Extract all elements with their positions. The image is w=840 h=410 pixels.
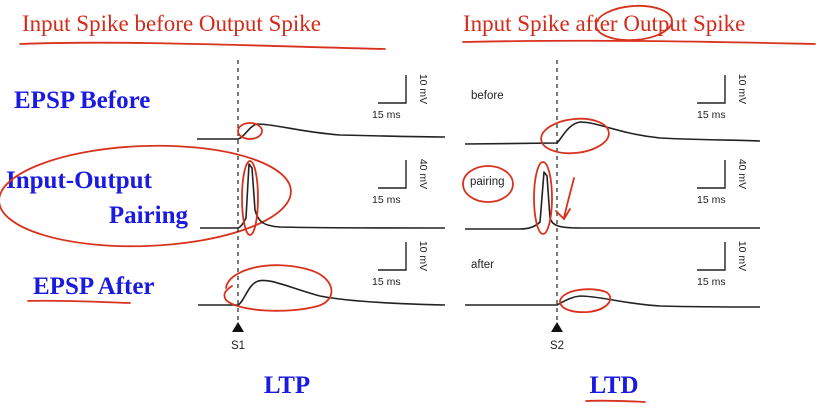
scale-time-label: 15 ms (697, 194, 726, 206)
ltd-label: LTD (589, 372, 638, 399)
ltp-label: LTP (264, 372, 310, 399)
s2-triangle-icon (551, 322, 563, 332)
left-title: Input Spike before Output Spike (22, 11, 321, 36)
left-epsp-after-trace (198, 280, 445, 305)
right-epsp-before-circle (539, 116, 610, 157)
right-title-post: Output Spike (618, 11, 746, 36)
before-label: before (471, 90, 504, 102)
epsp-after-underline (28, 301, 130, 303)
scale-voltage-label: 10 mV (736, 74, 748, 104)
ltd-underline (586, 401, 645, 402)
right-epsp-after-circle (560, 289, 610, 312)
epsp-after-label: EPSP After (33, 273, 155, 300)
left-scale-bar-1: 15 ms 10 mV (372, 74, 429, 121)
pairing-label-line1: Input-Output (6, 167, 153, 194)
pairing-label: pairing (470, 176, 505, 188)
scale-time-label: 15 ms (372, 276, 401, 288)
scale-time-label: 15 ms (697, 276, 726, 288)
s1-label: S1 (231, 340, 245, 352)
left-title-underline (20, 43, 385, 49)
right-scale-bar-3: 15 ms 10 mV (697, 241, 748, 288)
scale-time-label: 15 ms (372, 109, 401, 121)
right-epsp-before-trace (465, 122, 760, 144)
scale-voltage-label: 40 mV (417, 159, 429, 189)
right-scale-bar-2: 15 ms 40 mV (697, 159, 748, 206)
scale-voltage-label: 10 mV (417, 74, 429, 104)
right-scale-bar-1: 15 ms 10 mV (697, 74, 748, 121)
right-epsp-after-trace (465, 296, 760, 307)
left-epsp-before-circle (238, 123, 262, 139)
scale-voltage-label: 40 mV (736, 159, 748, 189)
s1-triangle-icon (232, 322, 244, 332)
scale-time-label: 15 ms (697, 109, 726, 121)
right-pairing-arrow (556, 178, 574, 219)
scale-voltage-label: 10 mV (417, 241, 429, 271)
scale-time-label: 15 ms (372, 194, 401, 206)
epsp-before-label: EPSP Before (14, 87, 150, 114)
left-scale-bar-2: 15 ms 40 mV (372, 159, 429, 206)
s2-label: S2 (550, 340, 564, 352)
after-label: after (471, 259, 494, 271)
pairing-label-line2: Pairing (109, 202, 189, 229)
left-scale-bar-3: 15 ms 10 mV (372, 241, 429, 288)
left-epsp-before-trace (197, 124, 445, 139)
left-pairing-trace (200, 164, 445, 228)
right-title-pre: Input Spike (463, 11, 575, 36)
scale-voltage-label: 10 mV (736, 241, 748, 271)
right-title-underline (463, 41, 815, 44)
left-pairing-spike-circle (242, 161, 258, 235)
